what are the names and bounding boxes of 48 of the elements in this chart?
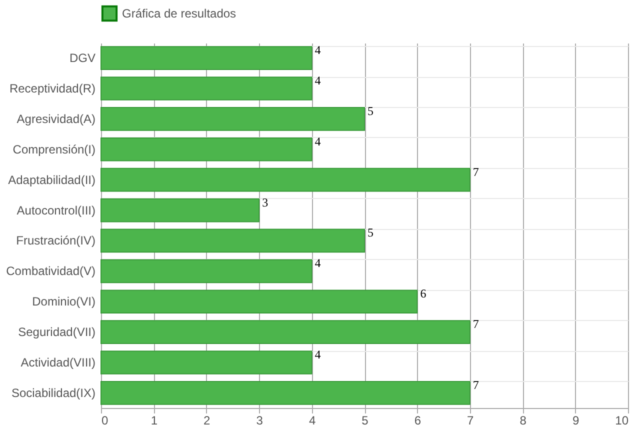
data-label: 4 [314, 43, 321, 58]
y-tick-label: DGV [69, 51, 96, 66]
x-tick-label: 5 [362, 414, 369, 428]
data-label: 3 [262, 195, 268, 210]
bar [100, 137, 312, 162]
bar [100, 198, 260, 222]
bar [100, 381, 470, 405]
y-tick-label: Comprensión(I) [12, 142, 96, 156]
data-label: 4 [314, 256, 321, 270]
bar [100, 290, 418, 314]
bar [100, 320, 470, 344]
x-tick-label: 8 [520, 414, 527, 428]
bar [100, 259, 312, 284]
y-tick-label: Receptividad(R) [9, 82, 96, 96]
x-tick-label: 2 [204, 414, 211, 428]
y-tick-label: Agresividad(A) [16, 112, 96, 126]
bar [100, 228, 365, 253]
data-label: 5 [368, 226, 374, 240]
legend-label: Gráfica de resultados [122, 6, 236, 20]
data-label: 7 [472, 378, 479, 392]
bar [100, 76, 312, 100]
data-label: 7 [472, 317, 479, 332]
x-tick-label: 0 [102, 414, 108, 428]
x-tick-label: 1 [150, 414, 158, 428]
y-tick-label: Actividad(VIII) [20, 355, 96, 370]
y-tick-label: Combatividad(V) [6, 264, 96, 278]
data-label: 7 [472, 164, 479, 179]
x-tick-label: 10 [615, 414, 629, 428]
x-tick-label: 4 [308, 414, 316, 428]
data-label: 5 [368, 104, 374, 118]
bar [100, 46, 312, 70]
bar [100, 350, 312, 374]
y-tick-label: Autocontrol(III) [16, 203, 96, 218]
y-tick-label: Sociabilidad(IX) [11, 386, 96, 400]
data-label: 4 [314, 74, 321, 88]
data-label: 4 [314, 134, 321, 148]
x-tick-label: 9 [572, 414, 580, 428]
x-tick-label: 6 [414, 414, 422, 428]
y-tick-label: Frustración(IV) [16, 234, 96, 248]
data-label: 4 [314, 347, 321, 362]
y-tick-label: Adaptabilidad(II) [8, 172, 96, 187]
bar [100, 107, 365, 131]
data-label: 6 [420, 286, 426, 301]
x-tick-label: 7 [467, 414, 474, 428]
y-tick-label: Dominio(VI) [32, 294, 96, 309]
bar [100, 168, 470, 192]
y-tick-label: Seguridad(VII) [18, 325, 96, 340]
x-tick-label: 3 [256, 414, 264, 428]
